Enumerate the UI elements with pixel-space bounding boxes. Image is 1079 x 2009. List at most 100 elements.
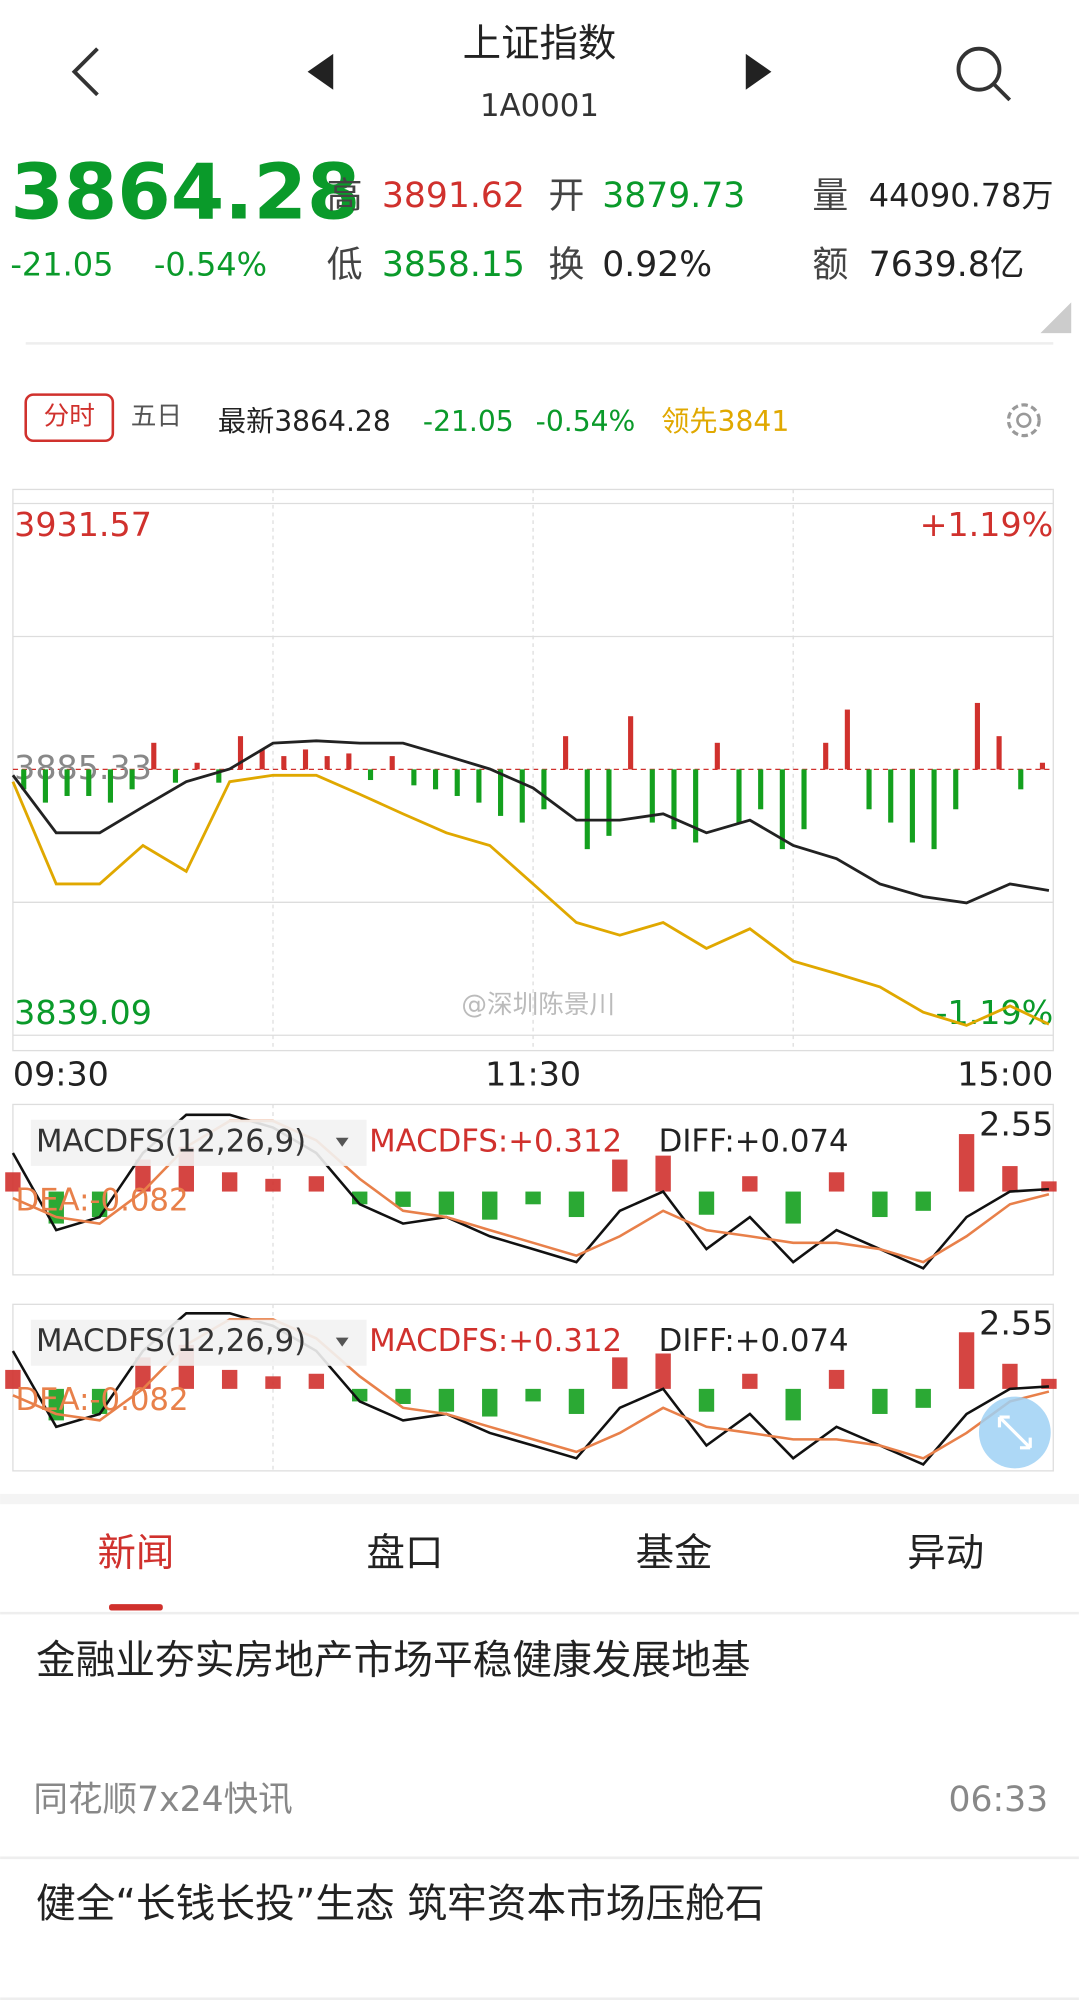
- search-button[interactable]: [956, 46, 1012, 102]
- y-tick-label: 3839.09: [14, 993, 152, 1032]
- price-line: [11, 773, 1050, 1027]
- x-tick-label: 11:30: [485, 1055, 581, 1094]
- macd-bar: [1041, 1181, 1057, 1192]
- macd-bar: [1002, 1166, 1018, 1192]
- flow-bar: [324, 756, 330, 770]
- macd-bar: [698, 1191, 715, 1215]
- change-pct: -0.54%: [154, 246, 267, 284]
- news-title[interactable]: 金融业夯实房地产市场平稳健康发展地基: [36, 1638, 751, 1684]
- corner-marker: [1040, 302, 1072, 334]
- flow-bar: [107, 769, 114, 803]
- flow-bar: [64, 769, 70, 796]
- flow-bar: [779, 769, 785, 850]
- news-time: 06:33: [948, 1780, 1048, 1820]
- prev-button[interactable]: [307, 53, 334, 90]
- flow-bar: [563, 736, 569, 770]
- flow-bar: [42, 769, 48, 803]
- indicator-value: DIFF:+0.074: [659, 1123, 849, 1159]
- macd-bar: [915, 1191, 931, 1211]
- macd-bar: [395, 1388, 411, 1404]
- next-button[interactable]: [745, 53, 772, 90]
- flow-bar: [606, 769, 612, 836]
- dropdown: [335, 1337, 349, 1347]
- change-pct: -0.54%: [536, 405, 636, 438]
- flow-bar: [974, 702, 980, 770]
- tab[interactable]: 新闻: [97, 1531, 174, 1576]
- macd-bar: [135, 1159, 151, 1192]
- macd-bar: [1041, 1378, 1057, 1389]
- low: 3858.15: [382, 245, 525, 285]
- flow-bar: [172, 769, 179, 783]
- flow-bar: [454, 769, 460, 796]
- tab[interactable]: 异动: [907, 1531, 984, 1576]
- macd-bar: [698, 1388, 715, 1412]
- macd-bar: [785, 1191, 801, 1224]
- macd-bar: [655, 1155, 671, 1192]
- flow-bar: [953, 769, 959, 810]
- tab-underline: [109, 1604, 163, 1611]
- change: -21.05: [10, 246, 113, 284]
- flow-bar: [367, 769, 374, 781]
- macd-bar: [438, 1388, 455, 1412]
- amount: 7639.8亿: [869, 245, 1025, 285]
- tab[interactable]: 盘口: [367, 1531, 444, 1576]
- flow-bar: [411, 769, 417, 786]
- macd-bar: [5, 1369, 21, 1389]
- change: -21.05: [423, 405, 514, 438]
- indicator-name[interactable]: MACDFS(12,26,9): [36, 1323, 306, 1359]
- dropdown: [335, 1137, 349, 1147]
- back-button[interactable]: [71, 47, 99, 97]
- news-source: 同花顺7x24快讯: [33, 1780, 292, 1820]
- flow-bar: [216, 769, 222, 783]
- macd-bar: [742, 1176, 758, 1192]
- flow-bar: [259, 749, 265, 770]
- macd-bar: [308, 1176, 325, 1192]
- label: 额: [812, 244, 848, 285]
- latest: 最新3864.28: [218, 405, 391, 438]
- flow-bar: [714, 742, 720, 770]
- flow-bar: [931, 769, 937, 850]
- macd-bar: [872, 1388, 888, 1414]
- indicator-name[interactable]: MACDFS(12,26,9): [36, 1123, 306, 1159]
- indicator-chip: [30, 1319, 367, 1366]
- volume: 44090.78万: [869, 176, 1054, 214]
- macd-bar: [482, 1191, 498, 1220]
- leader: 领先3841: [661, 405, 789, 438]
- bottom-tabs: 新闻 盘口 基金 异动: [97, 1531, 984, 1576]
- indicator-value: DEA:-0.082: [15, 1182, 188, 1218]
- news-title[interactable]: 健全“长钱长投”生态 筑牢资本市场压舱石: [36, 1881, 765, 1927]
- tab[interactable]: 分时: [44, 402, 95, 432]
- flow-bar: [693, 769, 699, 843]
- y-tick-label: 3885.33: [14, 748, 152, 787]
- indicator-value: MACDFS:+0.312: [369, 1123, 622, 1159]
- flow-bar: [541, 769, 547, 810]
- flow-bar: [129, 769, 135, 790]
- flow-bar: [866, 769, 872, 810]
- flow-bar: [823, 742, 829, 770]
- macd-bar: [612, 1357, 628, 1389]
- macd-bar: [5, 1172, 21, 1192]
- tab[interactable]: 基金: [636, 1531, 713, 1576]
- macd-bar: [785, 1388, 801, 1421]
- macd-bar: [221, 1172, 238, 1192]
- indicator-value: DEA:-0.082: [15, 1382, 188, 1418]
- price: 3864.28: [10, 148, 360, 237]
- y2-tick-label: +1.19%: [920, 505, 1054, 544]
- flow-bar: [21, 769, 27, 790]
- high: 3891.62: [382, 176, 525, 216]
- expand-button[interactable]: [978, 1396, 1051, 1469]
- label: 高: [327, 175, 363, 216]
- macd-bar: [221, 1369, 238, 1389]
- macd-bar: [525, 1388, 541, 1402]
- macd-bar: [438, 1191, 455, 1215]
- x-tick-label: 09:30: [13, 1055, 109, 1094]
- tab-active[interactable]: [24, 393, 115, 443]
- y-tick-label: 2.55: [979, 1303, 1053, 1342]
- macd-bar: [612, 1159, 628, 1192]
- turnover: 0.92%: [602, 245, 712, 285]
- settings-button[interactable]: [1006, 403, 1041, 438]
- tab[interactable]: 五日: [131, 402, 182, 432]
- indicator-chip: [30, 1119, 367, 1166]
- flow-bar: [736, 769, 742, 823]
